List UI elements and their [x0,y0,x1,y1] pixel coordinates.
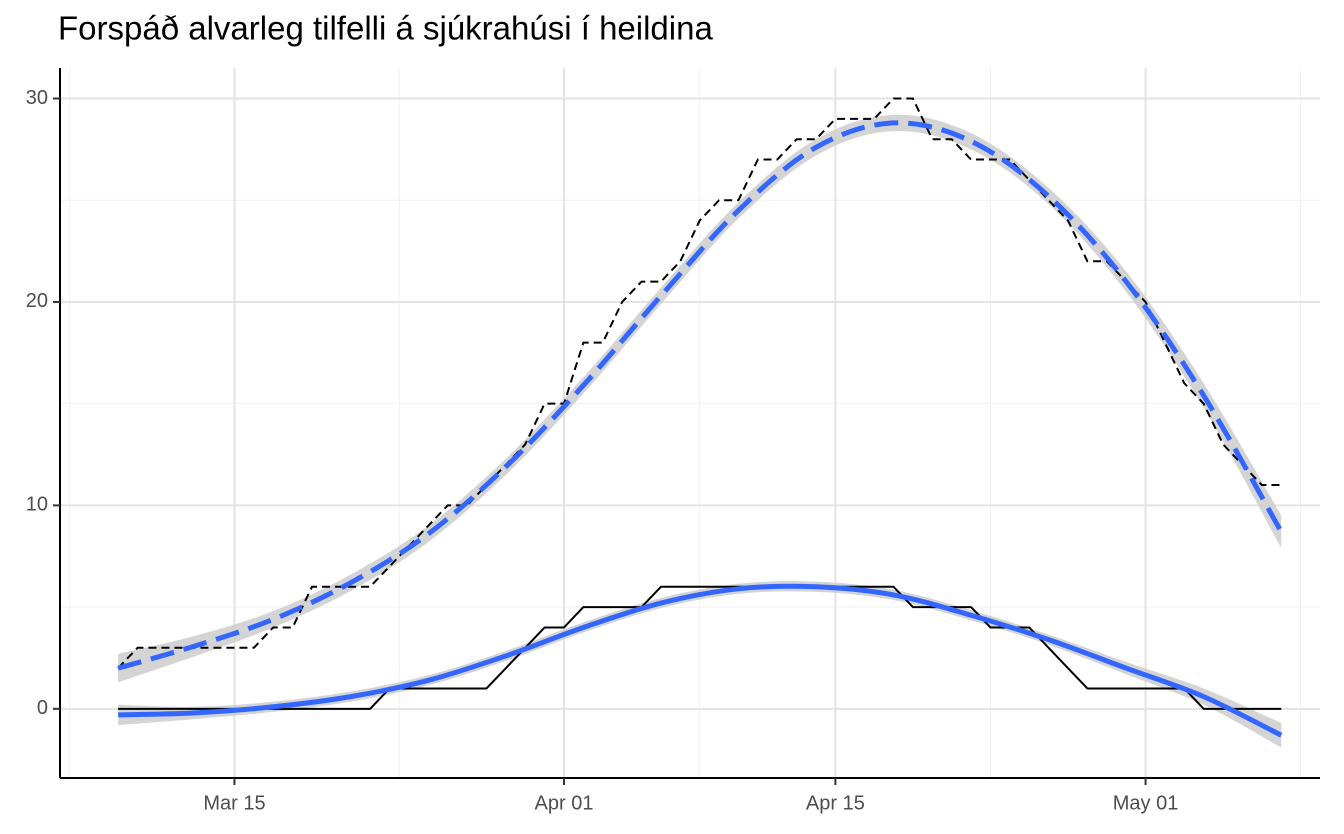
y-tick-label: 20 [26,290,48,312]
data-line [117,97,1282,669]
y-tick-label: 0 [37,697,48,719]
chart-title: Forspáð alvarleg tilfelli á sjúkrahúsi í… [58,10,713,47]
fit-line [117,120,1284,671]
x-tick-label: Mar 15 [203,792,265,814]
confidence-band [118,114,1282,683]
fit-line [118,583,1283,738]
x-tick-label: Apr 15 [806,792,865,814]
x-tick-label: May 01 [1113,792,1179,814]
x-tick-label: Apr 01 [535,792,594,814]
y-tick-label: 30 [26,87,48,109]
lines [117,97,1284,738]
data-line [118,585,1282,710]
axes: Mar 15 Apr 01 Apr 15 May 01 0 10 20 30 [26,68,1320,814]
y-tick-label: 10 [26,494,48,516]
grid [60,68,1320,778]
